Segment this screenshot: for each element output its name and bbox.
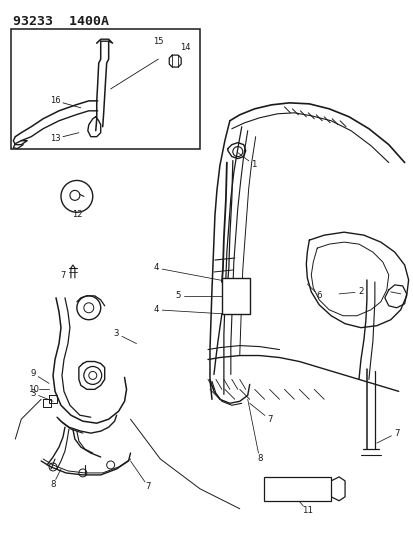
Circle shape [83,303,93,313]
Circle shape [150,43,166,59]
Circle shape [154,47,162,55]
Circle shape [77,296,100,320]
Text: 1: 1 [250,160,256,169]
Circle shape [107,461,114,469]
Text: 5: 5 [175,292,180,301]
Circle shape [83,367,102,384]
Text: 7: 7 [145,482,151,491]
Text: 8: 8 [50,480,56,489]
Text: 7: 7 [266,415,272,424]
Bar [263,477,330,501]
Circle shape [225,285,245,305]
Circle shape [70,190,80,200]
Circle shape [90,123,98,131]
Circle shape [49,463,57,471]
Text: 10: 10 [28,385,38,394]
Text: 7: 7 [393,429,399,438]
Text: 4: 4 [153,263,159,272]
Circle shape [88,372,97,379]
Text: 3: 3 [30,389,36,398]
Circle shape [231,291,239,299]
Circle shape [232,147,242,157]
Text: 9: 9 [31,369,36,378]
Text: 2: 2 [357,287,363,296]
Text: 13: 13 [50,134,60,143]
Text: 16: 16 [50,96,60,106]
Text: 93233  1400A: 93233 1400A [13,15,109,28]
Text: 3: 3 [114,329,119,338]
Text: 12: 12 [71,210,82,219]
Text: 11: 11 [301,506,312,515]
Text: 14: 14 [180,43,190,52]
Text: 8: 8 [256,455,262,464]
Bar [221,278,249,314]
Text: 7: 7 [60,271,66,280]
Circle shape [61,181,93,212]
Text: 6: 6 [316,292,321,301]
Bar [11,29,199,149]
Circle shape [78,469,87,477]
Text: 4: 4 [153,305,159,314]
Text: 15: 15 [153,37,163,46]
